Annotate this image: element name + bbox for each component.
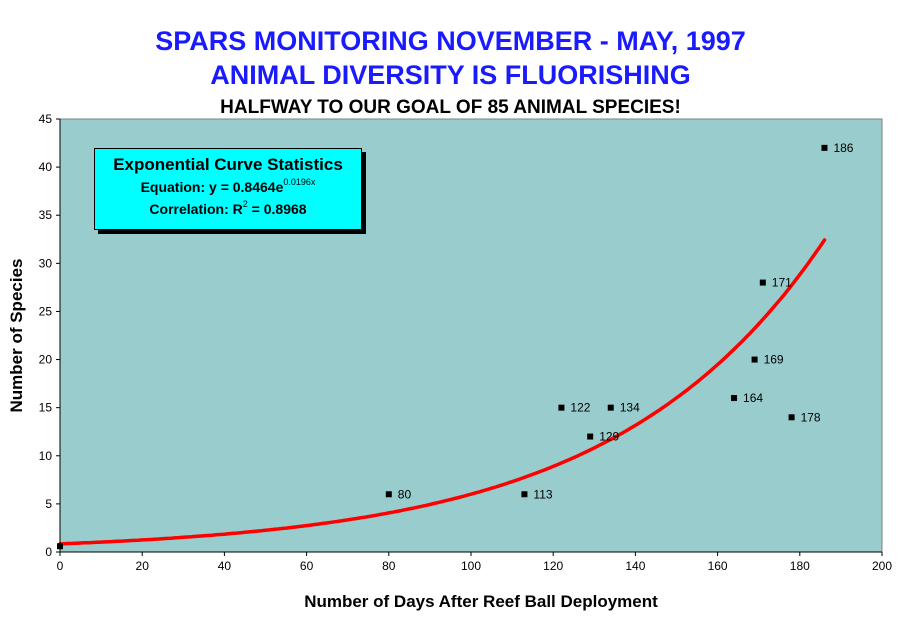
stats-correlation-value: = 0.8968 <box>247 201 307 217</box>
data-point-label: 113 <box>533 487 552 501</box>
stats-correlation: Correlation: R2 = 0.8968 <box>95 198 361 220</box>
data-point-label: 186 <box>833 141 853 155</box>
data-point <box>731 395 738 402</box>
data-point-label: 178 <box>801 410 821 424</box>
data-point <box>521 491 528 498</box>
y-axis-title: Number of Species <box>7 259 26 413</box>
data-point <box>558 404 565 411</box>
data-point-label: 80 <box>398 487 412 501</box>
y-tick-label: 25 <box>39 304 53 318</box>
data-point-label: 129 <box>599 430 619 444</box>
y-tick-label: 45 <box>39 112 53 126</box>
data-point <box>57 543 63 550</box>
y-tick-label: 0 <box>45 545 52 559</box>
x-tick-label: 140 <box>625 559 645 573</box>
exponential-trendline <box>58 238 827 546</box>
data-point <box>759 279 766 286</box>
y-tick-label: 30 <box>39 256 53 270</box>
x-tick-label: 180 <box>790 559 810 573</box>
chart-title-line2: ANIMAL DIVERSITY IS FLUORISHING <box>210 60 691 90</box>
axes-layer: 0 5 10 15 20 25 30 35 40 45 0 20 40 60 80 100 120 140 160 1… <box>39 112 893 573</box>
y-tick-label: 10 <box>39 449 53 463</box>
y-tick-label: 5 <box>45 497 52 511</box>
data-point-label: 164 <box>743 391 763 405</box>
chart-header: SPARS MONITORING NOVEMBER - MAY, 1997 AN… <box>0 24 901 120</box>
trendline-layer <box>58 238 827 546</box>
data-point <box>751 356 758 363</box>
chart-title-line1: SPARS MONITORING NOVEMBER - MAY, 1997 <box>155 26 746 56</box>
points-layer: 80 113 122 129 134 164 169 171 178 186 <box>57 141 854 550</box>
data-point <box>788 414 795 421</box>
data-point <box>821 144 828 151</box>
chart-subtitle: HALFWAY TO OUR GOAL OF 85 ANIMAL SPECIES… <box>220 97 681 118</box>
y-tick-label: 40 <box>39 160 53 174</box>
x-tick-label: 160 <box>708 559 728 573</box>
x-tick-label: 60 <box>300 559 314 573</box>
y-tick-label: 35 <box>39 208 53 222</box>
stats-box-title: Exponential Curve Statistics <box>113 155 343 174</box>
data-point-label: 171 <box>772 276 792 290</box>
stats-correlation-text: Correlation: R <box>149 201 243 217</box>
x-tick-label: 200 <box>872 559 892 573</box>
data-point-label: 169 <box>764 353 784 367</box>
data-point <box>385 491 392 498</box>
y-tick-label: 20 <box>39 353 53 367</box>
data-point <box>587 433 594 440</box>
stats-equation: Equation: y = 0.8464e0.0196x <box>95 176 361 198</box>
x-tick-label: 80 <box>382 559 396 573</box>
stats-correlation-exponent: 2 <box>242 199 248 209</box>
curve-statistics-box: Exponential Curve Statistics Equation: y… <box>94 148 362 230</box>
stats-equation-text: Equation: y = 0.8464e <box>140 179 284 195</box>
x-tick-label: 40 <box>218 559 232 573</box>
y-tick-label: 15 <box>39 401 53 415</box>
data-point <box>607 404 614 411</box>
data-point-label: 122 <box>570 401 590 415</box>
stats-equation-exponent: 0.0196x <box>283 177 316 187</box>
x-tick-label: 20 <box>136 559 150 573</box>
x-axis-title: Number of Days After Reef Ball Deploymen… <box>304 592 658 611</box>
x-tick-label: 100 <box>461 559 481 573</box>
data-point-label: 134 <box>620 401 640 415</box>
x-tick-label: 120 <box>543 559 563 573</box>
x-tick-label: 0 <box>57 559 64 573</box>
